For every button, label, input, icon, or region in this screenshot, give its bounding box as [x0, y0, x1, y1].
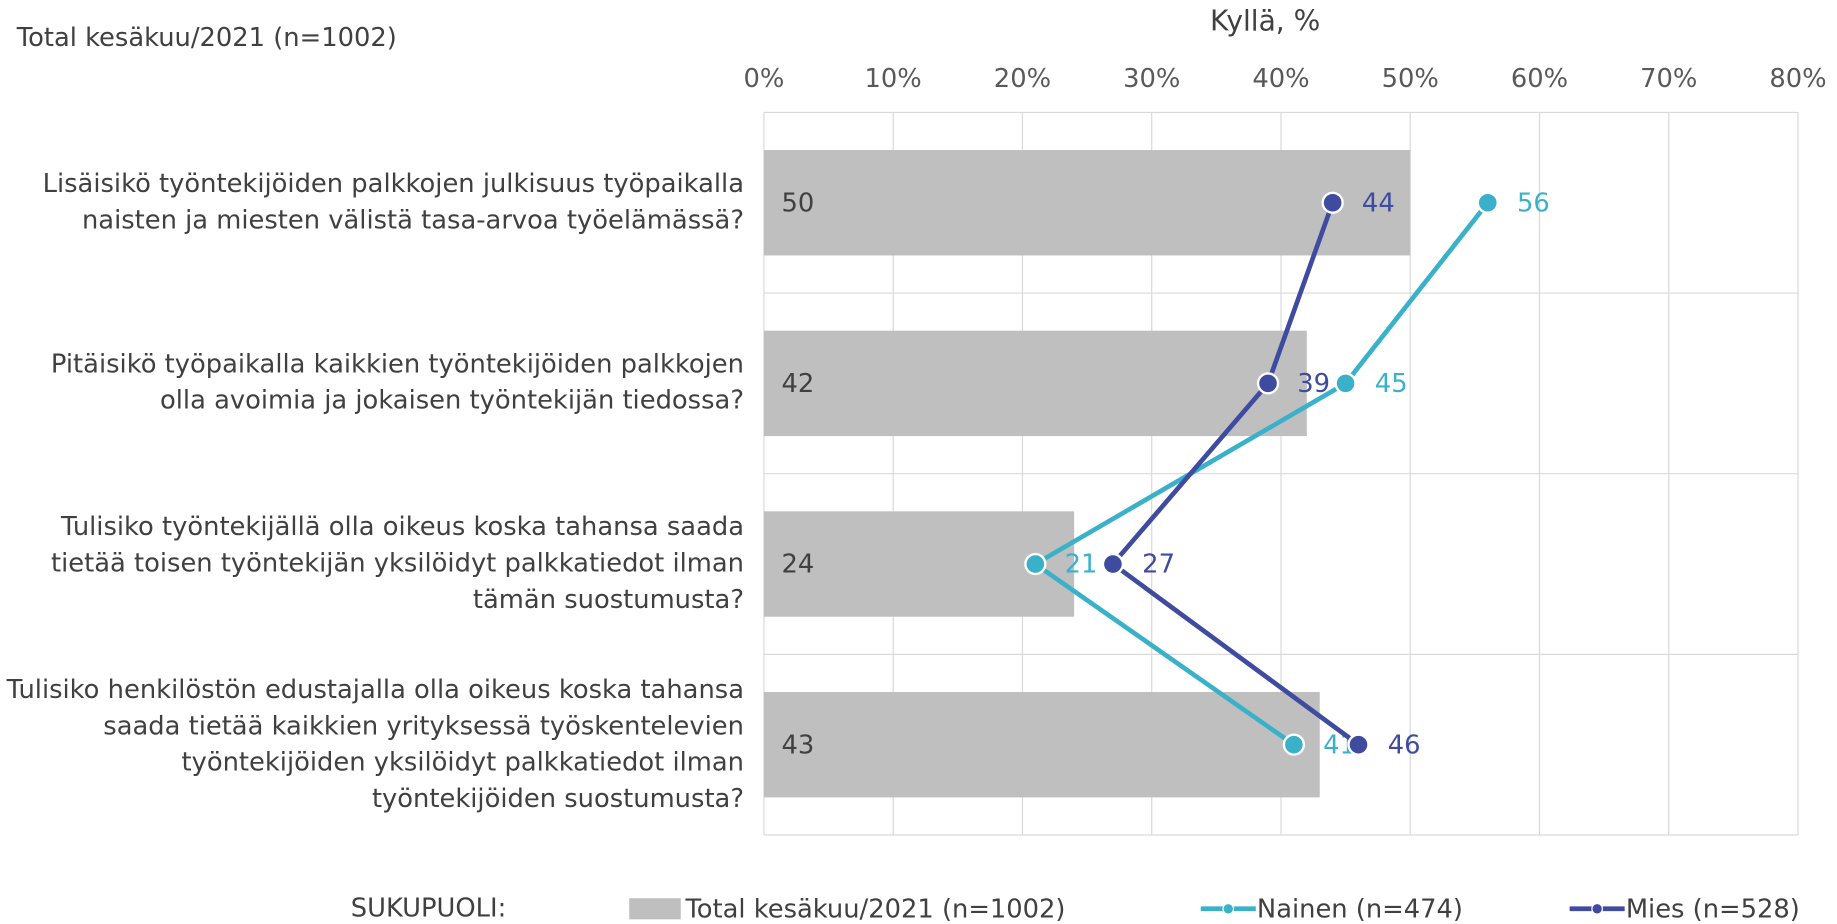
x-tick-label: 40%: [1252, 64, 1309, 94]
series-line: [1109, 201, 1360, 747]
series-marker: [1476, 191, 1499, 214]
series-value-label: 27: [1142, 550, 1175, 580]
x-tick-label: 60%: [1511, 64, 1568, 94]
bar: [763, 330, 1307, 437]
series-marker: [1334, 372, 1357, 395]
x-tick-label: 10%: [865, 64, 922, 94]
series-marker: [1256, 372, 1280, 395]
bar-value-label: 43: [781, 730, 814, 760]
legend-swatch-marker: [1222, 902, 1235, 915]
category-label: Tulisiko henkilöstön edustajalla olla oi…: [6, 675, 745, 814]
category-label: Tulisiko työntekijällä olla oikeus koska…: [51, 513, 745, 615]
series-marker: [1024, 552, 1047, 576]
x-tick-label: 50%: [1382, 64, 1439, 94]
bar-value-label: 42: [781, 369, 814, 399]
category-label-box: Pitäisikö työpaikalla kaikkien työntekij…: [50, 350, 745, 417]
legend-label: Total kesäkuu/2021 (n=1002): [684, 894, 1065, 924]
x-tick-label: 0%: [743, 64, 784, 94]
series-value-label: 45: [1375, 369, 1408, 399]
series-value-label: 46: [1388, 730, 1421, 760]
series-marker: [1101, 552, 1125, 576]
category-label: Pitäisikö työpaikalla kaikkien työntekij…: [50, 350, 745, 417]
legend-swatch-marker: [1591, 902, 1604, 915]
x-tick-label: 70%: [1640, 64, 1697, 94]
legend-label: Mies (n=528): [1626, 894, 1800, 924]
category-label-box: Tulisiko henkilöstön edustajalla olla oi…: [6, 675, 745, 814]
chart-subtitle: Total kesäkuu/2021 (n=1002): [16, 23, 397, 53]
series-marker: [1282, 733, 1306, 756]
series-value-label: 56: [1517, 188, 1550, 218]
series-value-label: 39: [1297, 369, 1330, 399]
category-label-box: Lisäisikö työntekijöiden palkkojen julki…: [42, 169, 745, 236]
series-value-label: 21: [1065, 550, 1098, 580]
x-tick-label: 20%: [994, 64, 1051, 94]
x-tick-label: 80%: [1769, 64, 1826, 94]
series-marker: [1321, 191, 1344, 214]
legend-title: SUKUPUOLI:: [351, 893, 507, 923]
legend-swatch: [629, 898, 681, 920]
bar-value-label: 50: [781, 188, 814, 218]
series-value-label: 44: [1362, 188, 1395, 218]
series-marker: [1347, 733, 1370, 756]
bar: [763, 150, 1411, 256]
chart-title: Kyllä, %: [1210, 4, 1320, 37]
x-tick-label: 30%: [1123, 64, 1180, 94]
category-label: Lisäisikö työntekijöiden palkkojen julki…: [42, 169, 745, 236]
bar-value-label: 24: [781, 550, 814, 580]
bar: [763, 691, 1320, 798]
bar: [763, 511, 1075, 617]
category-label-box: Tulisiko työntekijällä olla oikeus koska…: [51, 513, 745, 615]
legend-label: Nainen (n=474): [1257, 894, 1463, 924]
